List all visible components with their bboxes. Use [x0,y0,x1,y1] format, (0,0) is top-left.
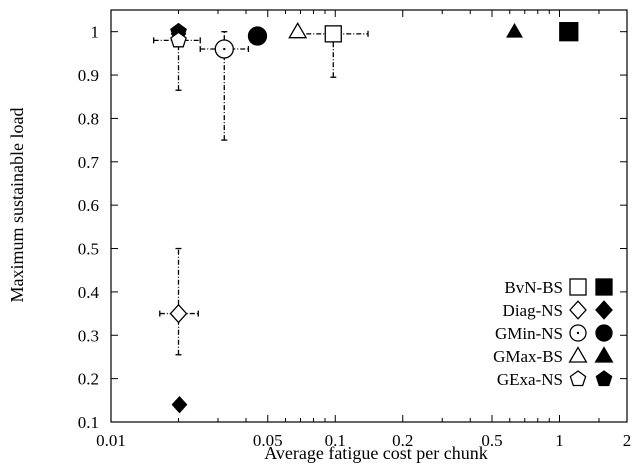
y-tick-label: 0.8 [78,109,99,128]
plot-area-border [110,9,628,423]
gmin-ns-filled-point [247,26,268,46]
y-tick-label: 0.5 [78,240,99,259]
y-tick-label: 0.4 [78,283,100,302]
x-tick-label: 0.5 [481,431,502,450]
legend-filled-gexa-ns [595,370,613,387]
diag-ns-hollow-point [169,303,188,324]
legend-filled-gmax-bs [594,346,614,363]
y-tick-label: 0.6 [78,196,99,215]
legend-label-bvn-bs: BvN-BS [504,278,563,297]
y-tick-label: 0.7 [78,153,100,172]
y-tick-label: 0.2 [78,370,99,389]
legend-label-gexa-ns: GExa-NS [497,370,563,389]
x-axis-label: Average fatigue cost per chunk [264,443,488,463]
y-tick-label: 1 [91,23,100,42]
gmin-ns-hollow-point-center-dot [223,47,226,51]
y-tick-label: 0.9 [78,66,99,85]
y-tick-label: 0.1 [78,413,99,432]
bvn-bs-filled-point [559,22,579,42]
y-axis-label: Maximum sustainable load [7,108,27,303]
bvn-bs-hollow-point [324,25,342,43]
x-tick-label: 1 [555,431,564,450]
x-tick-label: 0.2 [392,431,413,450]
legend-hollow-diag-ns [569,300,587,320]
legend-hollow-bvn-bs [569,278,587,296]
x-tick-label: 0.1 [325,431,346,450]
legend-filled-diag-ns [595,300,613,320]
gmax-bs-filled-point [506,23,523,38]
legend-label-gmax-bs: GMax-BS [493,347,563,366]
legend-label-gmin-ns: GMin-NS [495,324,563,343]
y-tick-label: 0.3 [78,326,99,345]
legend-hollow-gmin-ns-center-dot [576,331,580,335]
x-tick-label: 0.05 [253,431,283,450]
diag-ns-filled-point [171,395,188,414]
legend-hollow-gexa-ns [569,370,587,387]
x-tick-label: 2 [623,431,632,450]
legend-label-diag-ns: Diag-NS [503,301,563,320]
x-tick-label: 0.01 [96,431,126,450]
legend-filled-bvn-bs [595,278,613,296]
gexa-ns-hollow-point [170,31,187,48]
legend-hollow-gmax-bs [568,346,588,363]
gmax-bs-hollow-point [288,21,308,39]
legend-filled-gmin-ns [595,324,613,342]
